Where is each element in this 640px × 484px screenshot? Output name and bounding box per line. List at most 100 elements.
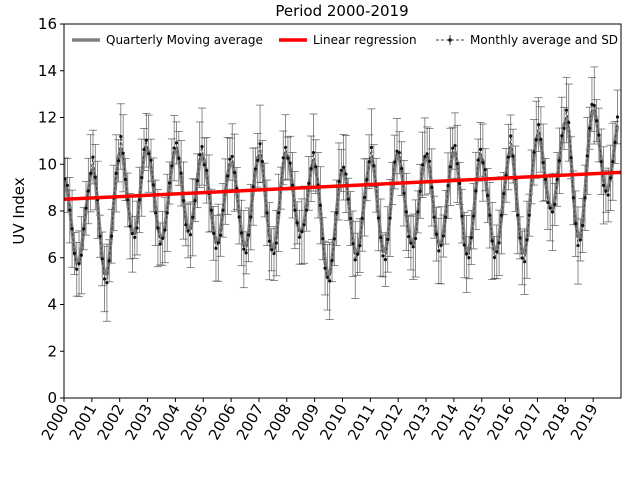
monthly-average-point [523, 260, 527, 264]
monthly-average-point [458, 181, 462, 185]
monthly-average-point [114, 171, 118, 175]
monthly-average-point [225, 174, 230, 178]
quarterly-moving-average-line [64, 106, 620, 280]
monthly-average-point [335, 211, 339, 215]
monthly-average-point [395, 149, 399, 153]
monthly-average-point [258, 142, 262, 146]
monthly-average-point [469, 235, 473, 240]
monthly-average-point [135, 226, 139, 230]
x-tick-label: 2005 [177, 401, 212, 443]
monthly-average-point [267, 239, 271, 243]
monthly-average-point [451, 146, 455, 150]
monthly-average-point [195, 179, 200, 183]
y-tick-label: 2 [47, 342, 57, 360]
monthly-average-point [251, 185, 255, 189]
monthly-average-point [304, 208, 309, 212]
monthly-average-point [342, 165, 346, 169]
monthly-average-point [109, 234, 114, 238]
monthly-average-point [460, 214, 464, 218]
monthly-average-point [576, 243, 580, 248]
x-tick-label: 2011 [344, 401, 379, 443]
x-tick-label: 2015 [456, 401, 491, 443]
monthly-average-point [578, 238, 582, 242]
monthly-average-point [383, 257, 387, 262]
monthly-average-point [82, 227, 86, 231]
monthly-average-point [541, 161, 545, 165]
monthly-average-point [130, 231, 135, 236]
monthly-average-point [121, 151, 125, 155]
monthly-average-point [406, 234, 411, 239]
legend: Quarterly Moving average Linear regressio… [72, 33, 618, 47]
monthly-average-point [297, 235, 302, 239]
monthly-average-point [293, 208, 297, 212]
monthly-average-point [416, 210, 420, 214]
monthly-average-point [358, 243, 362, 248]
monthly-average-point [386, 237, 390, 242]
y-axis: 0 2 4 6 8 10 12 14 16 [38, 15, 64, 407]
monthly-average-point [89, 171, 93, 175]
x-tick-label: 2000 [38, 401, 73, 443]
monthly-average-point [100, 257, 104, 261]
monthly-average-point [147, 152, 151, 156]
monthly-average-point [348, 216, 353, 221]
monthly-average-point [520, 256, 524, 260]
monthly-average-point [393, 160, 397, 164]
monthly-average-point [149, 158, 153, 162]
monthly-average-point [425, 152, 429, 156]
monthly-average-point [430, 185, 434, 190]
monthly-average-point [277, 211, 281, 215]
monthly-average-point [536, 122, 541, 127]
x-tick-label: 2008 [261, 401, 296, 443]
monthly-average-point [444, 215, 448, 219]
monthly-average-point [184, 223, 188, 227]
y-tick-label: 8 [47, 202, 57, 220]
monthly-average-point [72, 251, 76, 256]
monthly-average-point [476, 158, 480, 162]
monthly-average-point [77, 262, 81, 266]
monthly-average-point [599, 160, 603, 164]
monthly-average-point [214, 246, 218, 250]
monthly-average-point [202, 163, 206, 167]
monthly-average-point [495, 250, 499, 254]
monthly-average-point [142, 147, 146, 152]
monthly-average-point [502, 192, 506, 196]
x-tick-label: 2019 [567, 401, 602, 443]
monthly-average-point [167, 181, 172, 185]
monthly-average-point [93, 175, 97, 179]
monthly-average-point [499, 213, 504, 217]
monthly-average-point [174, 141, 179, 145]
y-tick-label: 16 [38, 15, 57, 33]
legend-label: Linear regression [313, 33, 417, 47]
chart-title: Period 2000-2019 [275, 2, 408, 20]
x-tick-label: 2002 [93, 401, 128, 443]
y-tick-label: 6 [47, 249, 57, 267]
monthly-average-point [105, 281, 109, 285]
x-tick-label: 2006 [205, 401, 240, 443]
monthly-average-point [369, 145, 374, 150]
monthly-average-point [75, 267, 79, 271]
monthly-average-point [550, 210, 555, 214]
monthly-average-point [492, 255, 497, 260]
monthly-average-point [446, 184, 450, 188]
monthly-average-point [516, 213, 520, 217]
monthly-average-point [270, 248, 274, 252]
monthly-average-point [274, 241, 278, 245]
monthly-average-point [300, 229, 304, 234]
monthly-average-point [592, 103, 596, 108]
monthly-average-point [546, 200, 550, 205]
monthly-average-point [397, 151, 401, 155]
monthly-average-point [557, 159, 562, 163]
monthly-average-point [608, 176, 613, 180]
monthly-average-point [119, 134, 123, 139]
monthly-average-point [314, 165, 318, 169]
monthly-average-point [205, 168, 209, 172]
monthly-average-point [295, 221, 299, 225]
x-axis: 2000200120022003200420052006200720082009… [38, 398, 602, 443]
y-tick-label: 0 [47, 389, 57, 407]
x-tick-label: 2016 [483, 401, 518, 443]
monthly-average-point [411, 245, 415, 249]
x-tick-label: 2009 [288, 401, 323, 443]
monthly-average-point [200, 145, 204, 149]
monthly-average-point [365, 178, 369, 182]
